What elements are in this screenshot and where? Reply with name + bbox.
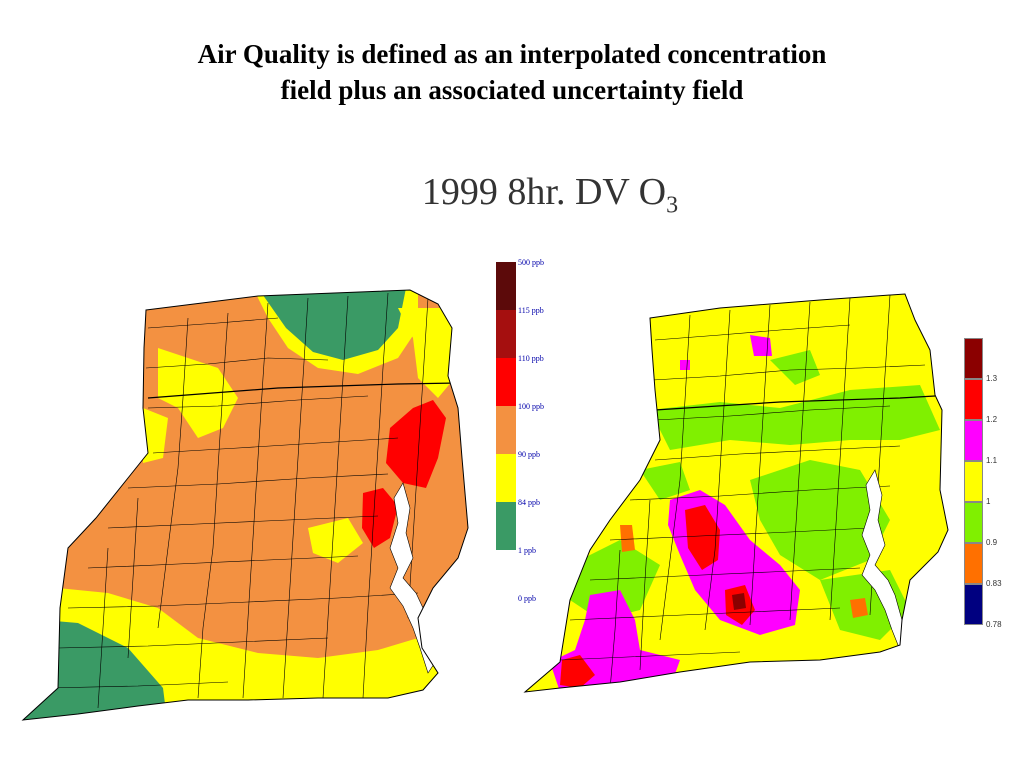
legend-label: 1.2 bbox=[986, 415, 998, 424]
legend-label: 1.3 bbox=[986, 374, 998, 383]
legend-label: 110 ppb bbox=[518, 354, 544, 363]
legend-label: 90 ppb bbox=[518, 450, 540, 459]
subtitle-subscript: 3 bbox=[666, 192, 679, 219]
legend-label: 0.9 bbox=[986, 538, 998, 547]
legend-swatch-0-83 bbox=[964, 543, 983, 584]
legend-label: 1 bbox=[986, 497, 991, 506]
legend-label: 84 ppb bbox=[518, 498, 540, 507]
legend-swatch-1-3 bbox=[964, 338, 983, 379]
uncertainty-field bbox=[525, 294, 948, 692]
legend-label: 0.78 bbox=[986, 620, 1002, 629]
title-line-1: Air Quality is defined as an interpolate… bbox=[197, 39, 827, 69]
concentration-legend: 500 ppb 115 ppb 110 ppb 100 ppb 90 ppb 8… bbox=[496, 258, 576, 622]
legend-swatch-90 bbox=[496, 454, 516, 502]
legend-swatch-100 bbox=[496, 406, 516, 454]
slide-title: Air Quality is defined as an interpolate… bbox=[0, 36, 1024, 108]
legend-swatch-0-78 bbox=[964, 584, 983, 625]
concentration-field bbox=[23, 290, 468, 720]
subtitle-main: 1999 8hr. DV O bbox=[421, 171, 667, 213]
legend-label: 1.1 bbox=[986, 456, 998, 465]
uncertainty-map bbox=[523, 293, 949, 693]
legend-label: 500 ppb bbox=[518, 258, 544, 267]
legend-swatch-110 bbox=[496, 358, 516, 406]
map-subtitle: 1999 8hr. DV O3 bbox=[300, 170, 800, 220]
legend-label: 0 ppb bbox=[518, 594, 536, 603]
legend-swatch-84 bbox=[496, 502, 516, 550]
legend-label: 115 ppb bbox=[518, 306, 544, 315]
legend-label: 100 ppb bbox=[518, 402, 544, 411]
uncertainty-legend: 1.3 1.2 1.1 1 0.9 0.83 0.78 bbox=[964, 338, 1024, 638]
legend-label: 0.83 bbox=[986, 579, 1002, 588]
concentration-map bbox=[21, 289, 469, 721]
legend-swatch-115 bbox=[496, 310, 516, 358]
title-line-2: field plus an associated uncertainty fie… bbox=[280, 75, 744, 105]
legend-swatch-1-2 bbox=[964, 379, 983, 420]
legend-swatch-1-1 bbox=[964, 420, 983, 461]
legend-swatch-1 bbox=[964, 461, 983, 502]
legend-swatch-500 bbox=[496, 262, 516, 310]
legend-label: 1 ppb bbox=[518, 546, 536, 555]
legend-swatch-0-9 bbox=[964, 502, 983, 543]
